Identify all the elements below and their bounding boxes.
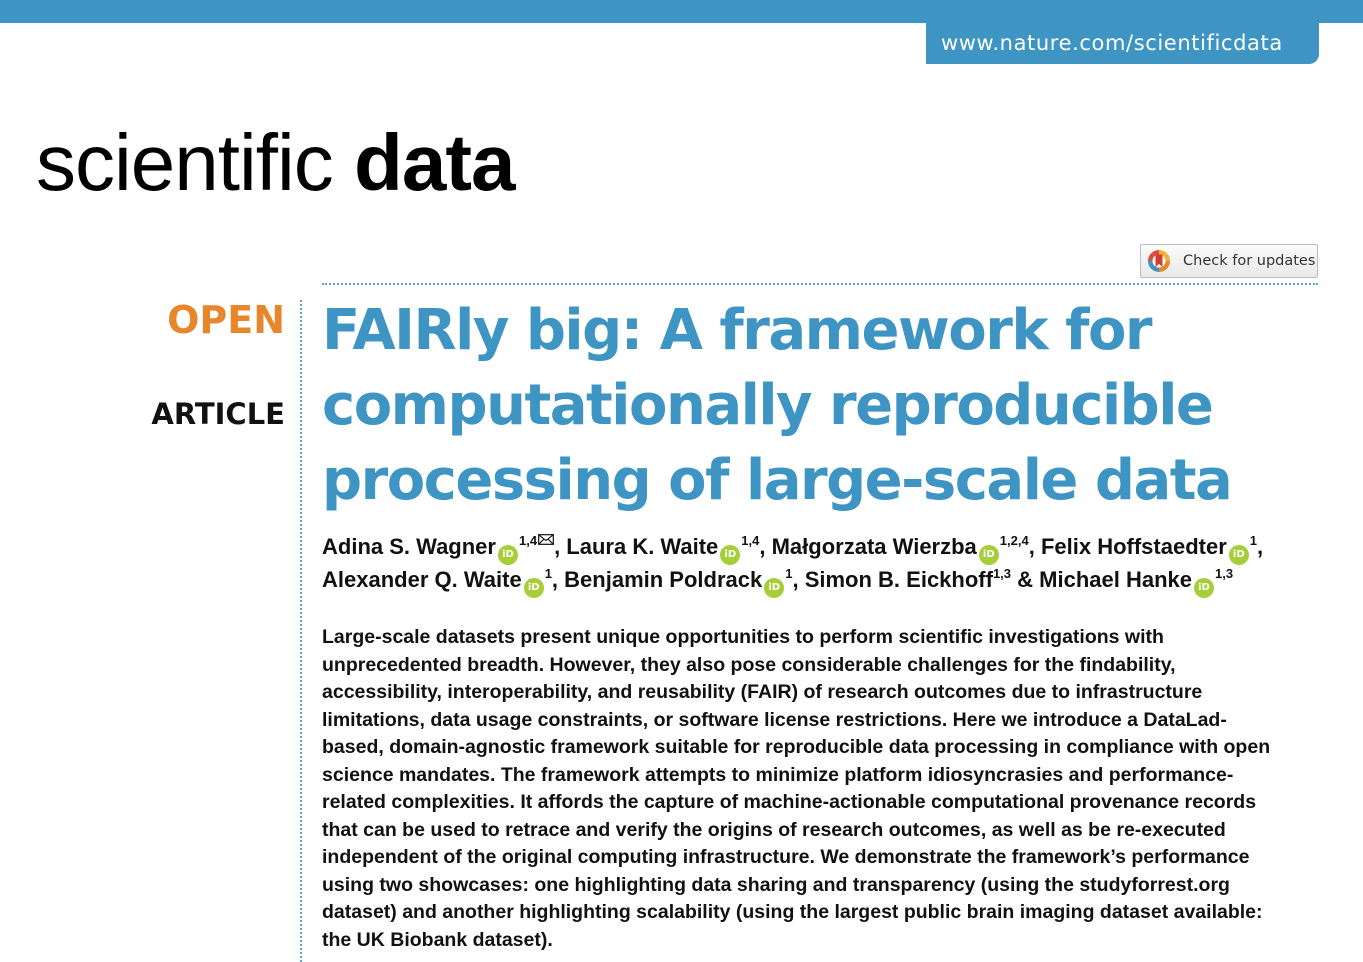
top-bar — [0, 0, 1363, 23]
author-entry: Benjamin Poldrack iD1, — [564, 566, 805, 598]
affiliation-marker: 1,3 — [1215, 566, 1234, 581]
author-line: Alexander Q. Waite iD1, Benjamin Poldrack… — [322, 565, 1322, 598]
author-name[interactable]: Benjamin Poldrack — [564, 567, 763, 592]
author-entry: Michael Hanke iD1,3 — [1039, 566, 1234, 598]
author-entry: Felix Hoffstaedter iD1, — [1040, 533, 1264, 565]
author-name[interactable]: Adina S. Wagner — [322, 534, 496, 559]
author-separator: & — [1011, 567, 1040, 592]
author-name[interactable]: Małgorzata Wierzba — [771, 534, 977, 559]
journal-logo[interactable]: scientific data — [36, 118, 515, 208]
journal-name-light: scientific — [36, 118, 334, 207]
orcid-icon[interactable]: iD — [764, 578, 785, 598]
abstract-line: using two showcases: one highlighting da… — [322, 873, 1230, 896]
affiliation-marker: 1 — [785, 566, 793, 581]
author-name[interactable]: Alexander Q. Waite — [322, 567, 522, 592]
journal-name-bold: data — [354, 118, 515, 207]
author-separator: , — [1257, 534, 1264, 559]
author-entry: Małgorzata Wierzba iD1,2,4, — [771, 533, 1041, 565]
author-name[interactable]: Simon B. Eickhoff — [804, 567, 993, 592]
title-line: computationally reproducible — [322, 373, 1214, 438]
crossmark-icon — [1148, 250, 1170, 272]
orcid-icon[interactable]: iD — [523, 578, 544, 598]
author-list: Adina S. Wagner iD1,4, Laura K. Waite iD1,… — [322, 532, 1322, 598]
abstract-line: accessibility, interoperability, and reu… — [322, 681, 1203, 703]
header-divider — [322, 283, 1318, 285]
orcid-icon[interactable]: iD — [978, 545, 999, 565]
author-line: Adina S. Wagner iD1,4, Laura K. Waite iD1,… — [322, 532, 1322, 565]
author-separator: , — [554, 534, 567, 559]
author-separator: , — [759, 534, 772, 559]
affiliation-marker: 1 — [544, 566, 552, 581]
email-icon[interactable] — [538, 534, 554, 545]
orcid-icon[interactable]: iD — [1228, 545, 1249, 565]
orcid-icon[interactable]: iD — [497, 545, 518, 565]
title-line: FAIRly big: A framework for — [322, 298, 1153, 363]
author-separator: , — [1028, 534, 1041, 559]
column-divider — [300, 300, 302, 962]
journal-url-link[interactable]: www.nature.com/scientificdata — [926, 23, 1319, 64]
open-access-label: OPEN — [167, 298, 285, 342]
abstract-line: the UK Biobank dataset). — [322, 928, 553, 951]
affiliation-marker: 1,4 — [741, 533, 760, 548]
abstract-line: that can be used to retrace and verify t… — [322, 818, 1226, 841]
author-name[interactable]: Michael Hanke — [1039, 567, 1192, 592]
author-entry: Adina S. Wagner iD1,4, — [322, 533, 567, 565]
author-entry: Laura K. Waite iD1,4, — [566, 533, 772, 565]
abstract-line: based, domain-agnostic framework suitabl… — [322, 736, 1271, 758]
paper-title: FAIRly big: A framework for computationa… — [322, 293, 1322, 518]
article-type-label: ARTICLE — [151, 397, 285, 431]
author-name[interactable]: Felix Hoffstaedter — [1040, 534, 1227, 559]
author-entry: Alexander Q. Waite iD1, — [322, 566, 565, 598]
abstract-line: related complexities. It affords the cap… — [322, 791, 1257, 813]
abstract-line: dataset) and another highlighting scalab… — [322, 901, 1263, 923]
abstract-line: independent of the original computing in… — [322, 846, 1250, 868]
abstract: Large-scale datasets present unique oppo… — [322, 624, 1312, 954]
check-for-updates-button[interactable]: Check for updates — [1140, 244, 1318, 278]
affiliation-marker: 1,4 — [518, 533, 538, 548]
author-separator: , — [551, 567, 565, 592]
affiliation-marker: 1,2,4 — [999, 533, 1029, 548]
abstract-line: unprecedented breadth. However, they als… — [322, 653, 1176, 676]
orcid-icon[interactable]: iD — [1194, 578, 1214, 598]
author-name[interactable]: Laura K. Waite — [566, 534, 719, 559]
affiliation-marker: 1,3 — [992, 566, 1012, 581]
abstract-line: limitations, data usage constraints, or … — [322, 708, 1227, 731]
title-line: processing of large-scale data — [322, 448, 1233, 513]
abstract-line: science mandates. The framework attempts… — [322, 763, 1234, 786]
author-entry: Simon B. Eickhoff1,3 & — [805, 567, 1039, 592]
abstract-line: Large-scale datasets present unique oppo… — [322, 626, 1164, 648]
affiliation-marker: 1 — [1249, 533, 1258, 548]
author-separator: , — [792, 567, 805, 592]
check-for-updates-label: Check for updates — [1183, 253, 1316, 269]
orcid-icon[interactable]: iD — [720, 545, 741, 565]
